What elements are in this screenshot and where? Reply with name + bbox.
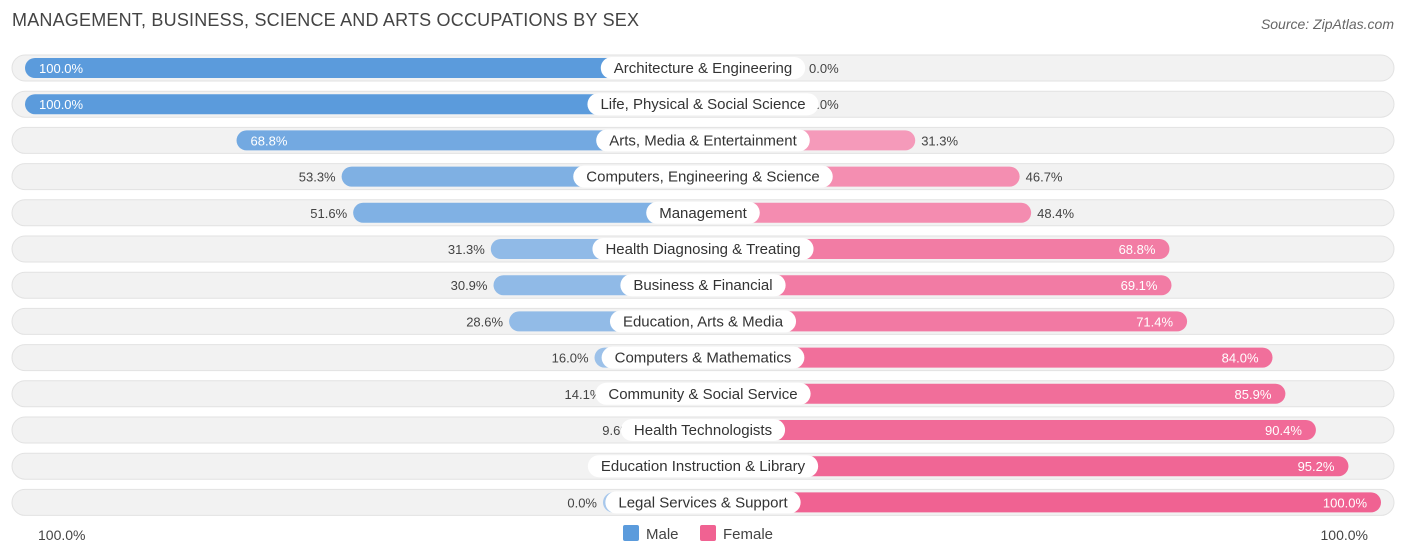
- female-bar: [703, 275, 1172, 296]
- category-label-pill: [587, 455, 819, 478]
- chart-row: 16.0% 84.0% Computers & Mathematics: [11, 344, 1395, 372]
- axis-label-right: 100.0%: [1321, 527, 1368, 543]
- category-label-pill: [573, 165, 833, 188]
- male-value-label: 100.0%: [39, 97, 84, 112]
- female-value-label: 85.9%: [1235, 387, 1272, 402]
- male-value-label: 100.0%: [39, 61, 84, 76]
- female-bar: [703, 383, 1286, 404]
- category-label: Education Instruction & Library: [601, 458, 806, 475]
- female-bar: [703, 420, 1316, 440]
- female-value-label: 48.4%: [1037, 206, 1074, 221]
- female-bar: [703, 202, 1032, 223]
- category-label-pill: [646, 201, 760, 224]
- category-label: Health Diagnosing & Treating: [605, 241, 800, 258]
- category-label-pill: [609, 310, 797, 333]
- female-value-label: 68.8%: [1119, 242, 1156, 257]
- category-label-pill: [596, 129, 810, 152]
- female-value-label: 46.7%: [1026, 170, 1063, 185]
- chart-row: 53.3% 46.7% Computers, Engineering & Scien…: [11, 163, 1395, 191]
- category-label: Legal Services & Support: [618, 494, 788, 511]
- source-credit: Source: ZipAtlas.com: [1260, 16, 1394, 32]
- legend-swatch-male: [623, 525, 639, 541]
- legend-label-female: Female: [723, 526, 773, 543]
- chart-row: 68.8% 31.3% Arts, Media & Entertainment: [11, 126, 1395, 154]
- chart-title: MANAGEMENT, BUSINESS, SCIENCE AND ARTS O…: [12, 10, 640, 30]
- chart-row: 31.3% 68.8% Health Diagnosing & Treating: [11, 235, 1395, 263]
- chart-row: 9.6% 90.4%Health Technologists: [11, 416, 1395, 444]
- male-bar: [353, 202, 703, 223]
- male-bar: [236, 130, 703, 151]
- category-label-pill: [620, 274, 786, 297]
- legend-label-male: Male: [646, 526, 679, 543]
- female-value-label: 0.0%: [809, 61, 839, 76]
- female-value-label: 31.3%: [921, 133, 958, 148]
- female-value-label: 90.4%: [1265, 423, 1302, 438]
- category-label: Business & Financial: [633, 277, 772, 294]
- male-value-label: 0.0%: [567, 495, 597, 510]
- chart-row: 14.1% 85.9% Community & Social Service: [11, 380, 1395, 408]
- female-bar: [703, 239, 1170, 259]
- chart-row: 4.8%95.2%Education Instruction & Library: [11, 452, 1395, 480]
- male-bar: [25, 58, 703, 78]
- female-value-label: 100.0%: [1323, 495, 1368, 510]
- category-label: Computers, Engineering & Science: [586, 169, 819, 186]
- chart-row: 51.6% 48.4% Management: [11, 199, 1395, 227]
- female-value-label: 69.1%: [1121, 278, 1158, 293]
- category-label-pill: [605, 491, 801, 514]
- male-value-label: 28.6%: [466, 314, 503, 329]
- legend-swatch-female: [700, 525, 716, 541]
- female-bar: [703, 347, 1273, 368]
- chart-axis: 100.0% 100.0%: [38, 527, 1368, 543]
- category-label: Management: [659, 205, 747, 222]
- female-value-label: 71.4%: [1136, 314, 1173, 329]
- female-bar: [703, 456, 1349, 477]
- chart-row: 100.0% 0.0%Life, Physical & Social Scienc…: [11, 90, 1395, 118]
- category-label: Architecture & Engineering: [614, 60, 792, 77]
- category-label: Life, Physical & Social Science: [600, 96, 805, 113]
- chart-row: 100.0% 0.0% Architecture & Engineering: [11, 54, 1395, 82]
- male-value-label: 51.6%: [310, 206, 347, 221]
- category-label: Community & Social Service: [608, 386, 797, 403]
- male-value-label: 14.1%: [565, 387, 602, 402]
- male-value-label: 16.0%: [552, 351, 589, 366]
- chart-row: 28.6% 71.4% Education, Arts & Media: [11, 307, 1395, 335]
- chart-row: 0.0% 100.0% Legal Services & Support: [11, 488, 1395, 516]
- category-label: Computers & Mathematics: [615, 350, 792, 367]
- male-value-label: 30.9%: [451, 278, 488, 293]
- female-value-label: 84.0%: [1222, 351, 1259, 366]
- male-value-label: 68.8%: [251, 133, 288, 148]
- axis-label-left: 100.0%: [38, 527, 85, 543]
- category-label: Arts, Media & Entertainment: [609, 132, 797, 149]
- male-value-label: 31.3%: [448, 242, 485, 257]
- category-label-pill: [620, 419, 786, 441]
- male-value-label: 53.3%: [299, 170, 336, 185]
- category-label: Health Technologists: [634, 422, 772, 439]
- category-label-pill: [592, 238, 814, 260]
- category-label-pill: [587, 93, 819, 116]
- category-label-pill: [595, 382, 811, 405]
- category-label: Education, Arts & Media: [623, 313, 784, 330]
- male-bar: [25, 94, 703, 115]
- chart-rows: 100.0% 0.0%Architecture & Engineering100.…: [11, 54, 1395, 516]
- chart-row: 30.9% 69.1% Business & Financial: [11, 271, 1395, 299]
- chart-legend: Male Female: [623, 525, 773, 543]
- category-label-pill: [601, 346, 805, 369]
- category-label-pill: [600, 57, 806, 79]
- female-bar: [703, 492, 1381, 513]
- female-bar: [703, 311, 1188, 332]
- female-value-label: 95.2%: [1298, 459, 1335, 474]
